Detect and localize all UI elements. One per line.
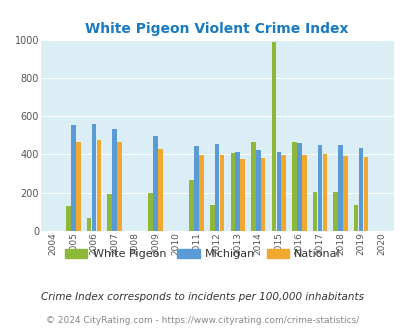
Bar — [230, 153, 234, 231]
Bar — [96, 140, 101, 231]
Bar — [71, 125, 75, 231]
Bar — [214, 144, 219, 231]
Text: © 2024 CityRating.com - https://www.cityrating.com/crime-statistics/: © 2024 CityRating.com - https://www.city… — [46, 316, 359, 325]
Bar — [148, 193, 153, 231]
Bar — [66, 206, 70, 231]
Bar — [292, 142, 296, 231]
Bar — [271, 42, 275, 231]
Bar — [353, 205, 357, 231]
Bar — [301, 155, 306, 231]
Bar — [117, 142, 121, 231]
Bar — [250, 142, 255, 231]
Legend: White Pigeon, Michigan, National: White Pigeon, Michigan, National — [60, 244, 345, 263]
Bar — [296, 143, 301, 231]
Bar — [256, 150, 260, 231]
Bar — [342, 156, 347, 231]
Bar — [112, 129, 117, 231]
Title: White Pigeon Violent Crime Index: White Pigeon Violent Crime Index — [85, 22, 348, 36]
Bar — [317, 145, 321, 231]
Bar — [189, 180, 194, 231]
Bar — [92, 124, 96, 231]
Text: Crime Index corresponds to incidents per 100,000 inhabitants: Crime Index corresponds to incidents per… — [41, 292, 364, 302]
Bar — [281, 155, 285, 231]
Bar — [194, 146, 198, 231]
Bar — [220, 155, 224, 231]
Bar — [87, 217, 91, 231]
Bar — [363, 157, 367, 231]
Bar — [158, 149, 162, 231]
Bar — [76, 142, 81, 231]
Bar — [312, 192, 316, 231]
Bar — [235, 151, 239, 231]
Bar — [153, 136, 158, 231]
Bar — [322, 154, 326, 231]
Bar — [209, 205, 214, 231]
Bar — [107, 194, 112, 231]
Bar — [199, 155, 203, 231]
Bar — [358, 148, 362, 231]
Bar — [240, 159, 244, 231]
Bar — [337, 145, 342, 231]
Bar — [333, 192, 337, 231]
Bar — [276, 151, 280, 231]
Bar — [260, 158, 265, 231]
